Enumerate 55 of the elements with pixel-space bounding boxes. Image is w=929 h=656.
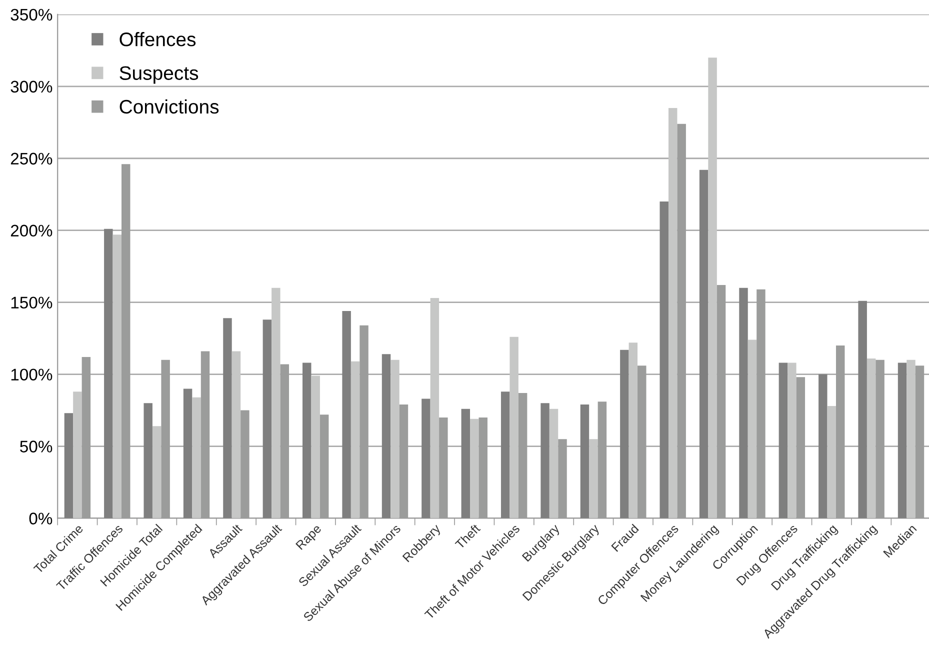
legend-label: Convictions xyxy=(120,99,219,114)
legend-label: Suspects xyxy=(120,66,198,84)
bar xyxy=(858,300,867,518)
bar xyxy=(668,108,678,518)
bar xyxy=(64,413,74,518)
bar xyxy=(144,403,152,518)
bar xyxy=(311,376,320,518)
bar xyxy=(262,320,272,518)
bar xyxy=(906,360,916,518)
bar xyxy=(827,406,836,518)
bar xyxy=(430,298,440,518)
y-tick-label: 0% xyxy=(29,512,52,524)
bar xyxy=(660,202,668,518)
bar xyxy=(549,408,558,518)
bar xyxy=(708,58,717,518)
bar xyxy=(350,361,360,518)
y-tick-label: 50% xyxy=(20,440,52,452)
bar xyxy=(510,336,518,518)
bar xyxy=(272,288,280,518)
y-tick-label: 350% xyxy=(10,8,52,21)
bar xyxy=(390,360,400,518)
bar xyxy=(73,392,82,518)
bar xyxy=(818,374,828,518)
bar xyxy=(302,362,312,518)
legend-label: Offences xyxy=(120,32,196,46)
bar xyxy=(866,358,876,518)
bar xyxy=(748,340,757,518)
bar xyxy=(470,418,479,518)
bar xyxy=(152,426,162,518)
bar xyxy=(382,354,391,518)
bar xyxy=(898,362,907,518)
bar xyxy=(580,404,590,518)
bar xyxy=(589,439,598,518)
y-tick-label: 150% xyxy=(11,296,52,309)
bar xyxy=(461,408,470,518)
bar xyxy=(183,388,192,518)
bar xyxy=(778,362,788,518)
y-tick-label: 200% xyxy=(10,224,52,237)
y-tick-label: 100% xyxy=(11,368,52,380)
bar xyxy=(739,288,748,518)
bar xyxy=(192,397,201,518)
bar xyxy=(422,398,430,518)
bar xyxy=(540,403,550,518)
bar xyxy=(788,362,796,518)
bar xyxy=(620,350,629,518)
y-tick-label: 250% xyxy=(10,152,52,165)
bar xyxy=(232,351,241,518)
bar xyxy=(112,234,122,518)
bar xyxy=(104,228,113,518)
y-tick-label: 300% xyxy=(10,80,52,93)
bar xyxy=(223,318,232,518)
bar xyxy=(699,170,708,518)
bar xyxy=(628,342,638,518)
bar xyxy=(342,310,351,518)
bar xyxy=(500,392,510,518)
